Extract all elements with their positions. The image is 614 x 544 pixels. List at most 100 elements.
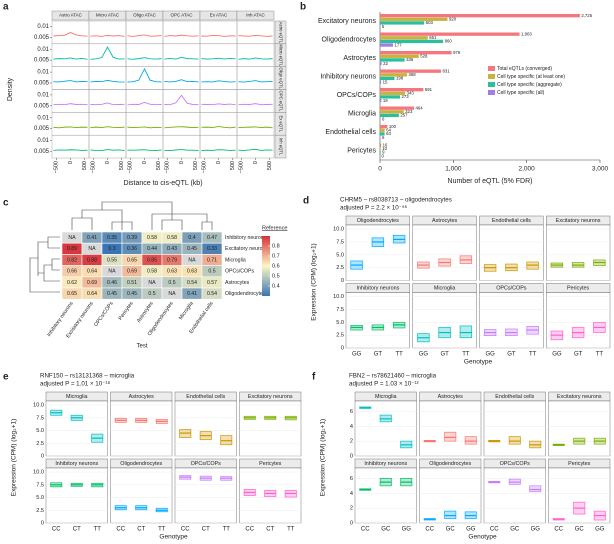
cell-label: 0.58 (167, 235, 177, 241)
facet-frame (88, 112, 127, 136)
facet-frame (110, 400, 173, 457)
y-tick-label: 0 (41, 520, 44, 526)
x-tick-label: 1,000 (445, 166, 462, 173)
panel-label: c (3, 198, 9, 209)
facet-frame (45, 400, 108, 457)
x-axis-title: Number of eQTL (5% FDR) (448, 178, 533, 185)
facet-label: Excitatory neurons (556, 218, 601, 224)
bar (380, 106, 415, 110)
bar (380, 54, 419, 58)
value-label: 15 (383, 79, 388, 84)
density-line (238, 148, 273, 151)
x-tick-label: CT (202, 527, 210, 533)
row-label: Astrocytes (225, 280, 250, 286)
bar (380, 32, 520, 36)
column-label: Ex ATAC (210, 13, 228, 18)
cell-label: 0.85 (147, 257, 157, 263)
value-label: 63 (386, 131, 391, 136)
y-tick-label: 5.0 (336, 252, 344, 258)
cell-label: 0.5 (168, 280, 175, 286)
cell-label: 0.46 (107, 280, 117, 286)
heatmap-cell (201, 287, 223, 300)
cell-label: NA (168, 291, 176, 297)
facet-frame (125, 20, 164, 45)
value-label: 177 (394, 42, 402, 47)
row-label: Oligodendrocytes (225, 291, 266, 297)
y-tick-label: 0 (341, 345, 344, 351)
cell-label: 0.47 (207, 235, 217, 241)
column-label: Astrocytes (136, 300, 155, 324)
density-line (164, 94, 199, 106)
x-tick-label: GG (352, 352, 362, 358)
facet-frame (88, 20, 127, 45)
cell-label: 0.41 (187, 291, 197, 297)
density-line (53, 149, 88, 151)
x-tick-label: GC (510, 527, 520, 533)
cell-label: 0.79 (167, 257, 177, 263)
facet-frame (162, 20, 201, 45)
legend-swatch (488, 82, 495, 87)
facet-frame (88, 89, 127, 113)
row-label: OPCs/COPs (225, 269, 255, 275)
value-label: 336 (406, 57, 414, 62)
plot-subtitle: adjusted P = 1.03 × 10⁻¹² (349, 381, 419, 388)
x-tick-label: −500 (202, 161, 208, 173)
x-tick-label: 500 (193, 161, 199, 170)
x-tick-label: GC (446, 527, 456, 533)
x-tick-label: −500 (91, 161, 97, 173)
y-tick-label: 2.5 (336, 265, 344, 271)
cell-label: 0.45 (107, 291, 117, 297)
category-label: Astrocytes (343, 55, 376, 62)
x-tick-label: GT (574, 352, 583, 358)
cell-label: 0.43 (167, 246, 177, 252)
row-label: Excitatory neurons (225, 246, 268, 252)
bar (380, 43, 393, 47)
x-tick-label: 0 (253, 161, 259, 164)
facet-frame (125, 43, 164, 67)
y-tick-label: 0.005 (34, 35, 50, 41)
box (444, 510, 457, 519)
facet-frame (199, 66, 238, 90)
bar (380, 150, 381, 155)
density-line (90, 46, 125, 60)
value-label: 343 (407, 91, 415, 96)
value-label: 831 (442, 68, 450, 73)
panel-label: f (312, 372, 316, 383)
x-tick-label: CT (73, 527, 81, 533)
value-label: 591 (425, 87, 433, 92)
bar (380, 61, 382, 66)
facet-frame (199, 112, 238, 136)
colorbar-tick-label: 0.6 (272, 263, 280, 269)
colorbar-tick-label: 0.7 (272, 253, 280, 259)
row-label: Inhibitory neurons (225, 235, 267, 241)
facet-frame (236, 20, 275, 45)
density-line (164, 126, 199, 129)
facet-frame (125, 89, 164, 113)
value-label: 16 (383, 142, 388, 147)
value-label: 100 (389, 124, 397, 129)
cell-label: NA (108, 269, 116, 275)
facet-frame (162, 66, 201, 90)
density-line (90, 149, 125, 152)
facet-frame (546, 224, 611, 281)
facet-frame (88, 134, 127, 159)
facet-frame (125, 112, 164, 136)
y-tick-label: 0.005 (34, 149, 50, 155)
facet-label: Pericytes (259, 461, 281, 467)
row-label: Inh eQTL (278, 138, 283, 156)
legend-label: Cell type specific (at least one) (497, 74, 565, 80)
category-label: OPCs/COPs (337, 92, 377, 99)
colorbar-tick-label: 0.5 (272, 273, 280, 279)
cell-label: 0.71 (207, 257, 217, 263)
density-line (127, 101, 162, 106)
x-tick-label: CC (490, 527, 499, 533)
legend-title: Reference (262, 225, 287, 231)
facet-frame (51, 112, 90, 136)
y-tick-label: 0.005 (34, 103, 50, 109)
facet-frame (110, 467, 173, 524)
column-label: Microglia (178, 301, 195, 322)
colorbar-tick-label: 0.8 (272, 243, 280, 249)
facet-frame (51, 89, 90, 113)
bar (380, 39, 444, 44)
